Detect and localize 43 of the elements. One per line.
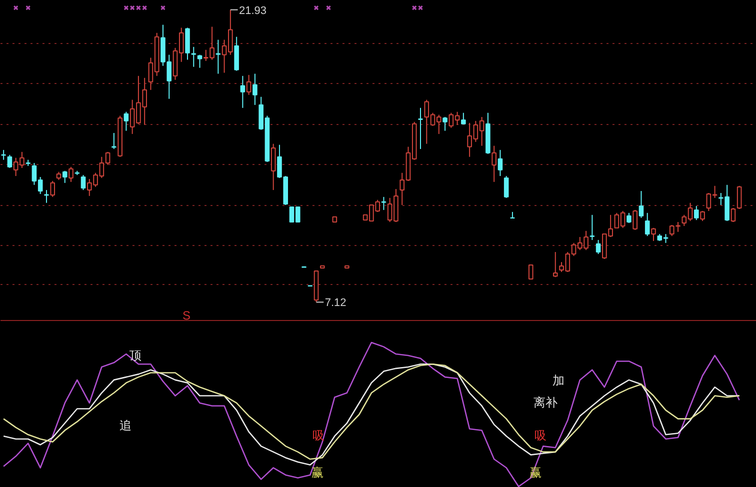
- candlestick: [50, 180, 56, 198]
- annotation: 21.93: [239, 4, 267, 17]
- annotation: 顶: [130, 348, 142, 362]
- candlestick: [552, 252, 558, 278]
- candlestick: [234, 36, 239, 72]
- candlestick: [504, 176, 509, 198]
- candlestick: [80, 174, 86, 191]
- candlestick: [381, 196, 386, 210]
- candlestick: [246, 74, 252, 96]
- candlestick: [252, 73, 258, 106]
- annotation: 吸: [312, 428, 324, 442]
- annotation: 加: [552, 374, 564, 388]
- candlestick: [730, 207, 736, 223]
- candlestick: [442, 116, 448, 132]
- candlestick: [528, 264, 534, 280]
- candlestick: [700, 210, 705, 222]
- candlestick: [596, 239, 601, 254]
- candlestick: [736, 185, 742, 210]
- candlestick: [492, 145, 496, 182]
- candlestick: [418, 107, 423, 150]
- candlestick: [7, 154, 12, 168]
- annotation: 吸: [534, 428, 546, 442]
- candlestick: [68, 166, 74, 182]
- candlestick: [498, 149, 503, 177]
- candlestick: [638, 190, 644, 218]
- annotation: 赢: [312, 466, 324, 480]
- annotation: 7.12: [324, 297, 346, 310]
- candlestick: [590, 214, 595, 240]
- candlestick: [694, 206, 699, 221]
- candlestick: [651, 227, 656, 242]
- candlestick: [626, 212, 632, 224]
- candlestick: [240, 75, 246, 108]
- candlestick: [124, 111, 129, 132]
- candlestick: [644, 212, 650, 237]
- text: S: [182, 308, 191, 322]
- candlestick: [1, 149, 6, 160]
- annotation: 离补: [534, 396, 558, 410]
- candlestick: [461, 112, 466, 124]
- candlestick: [510, 211, 515, 219]
- annotation: 追: [120, 418, 132, 432]
- candlestick: [270, 143, 276, 191]
- candlestick: [632, 209, 638, 230]
- candlestick: [62, 170, 68, 184]
